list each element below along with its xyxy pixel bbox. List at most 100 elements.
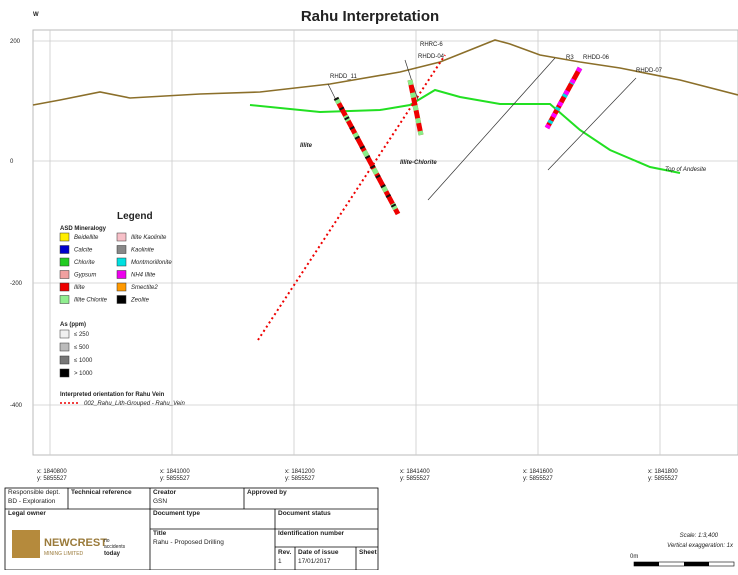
legend-item: Illite Chlorite: [74, 298, 108, 304]
title-block-text: Document type: [153, 510, 200, 517]
logo: NEWCREST: [44, 537, 107, 549]
grid: [33, 30, 738, 455]
title-block-text: Rev.: [278, 549, 291, 556]
title-block-text: Creator: [153, 489, 177, 496]
legend-item: Gypsum: [74, 273, 96, 279]
title-block-text: GSN: [153, 498, 167, 505]
title-block: [4, 487, 379, 571]
legend-item: ≤ 250: [74, 332, 90, 338]
drill-holes: [333, 66, 583, 216]
legend-swatch: [59, 295, 70, 304]
northing-label: y: 5855527: [648, 476, 678, 482]
logo-sub: MINING LIMITED: [44, 551, 84, 557]
hole-label: RHDD-07: [636, 68, 663, 74]
elevation-label: -400: [10, 403, 23, 409]
title-block-text: 1: [278, 558, 282, 565]
title-block-text: Sheet: [359, 549, 378, 556]
elevation-label: -200: [10, 281, 23, 287]
title-block-text: 17/01/2017: [298, 558, 331, 565]
title-block-text: Rahu - Proposed Drilling: [153, 539, 224, 546]
title-block-text: Identification number: [278, 530, 345, 537]
legend-item: Beidellite: [74, 235, 99, 241]
northing-label: y: 5855527: [160, 476, 190, 482]
scale: Vertical exaggeration: 1x: [667, 543, 734, 549]
hole-label: RHDD-06: [583, 55, 610, 61]
title: Rahu Interpretation: [301, 8, 439, 25]
legend-swatch: [116, 282, 127, 292]
title-block-text: Date of issue: [298, 549, 339, 556]
legend-heading: Interpreted orientation for Rahu Vein: [60, 392, 165, 398]
legend-item: Illite Kaolinite: [131, 235, 167, 241]
direction: W: [33, 12, 39, 18]
legend-swatch: [116, 232, 127, 242]
slogan: accidents: [104, 544, 126, 550]
legend-item: Kaolinite: [131, 248, 155, 254]
annotation: Illite: [300, 143, 313, 149]
northing-label: y: 5855527: [285, 476, 315, 482]
easting-label: x: 1841000: [160, 469, 190, 475]
legend-swatch: [59, 257, 70, 267]
legend-heading: As (ppm): [60, 322, 86, 328]
legend-swatch: [59, 355, 70, 365]
legend-item: Zeolite: [130, 298, 150, 304]
title-block-text: Technical reference: [71, 489, 132, 496]
legend-item: ≤ 1000: [74, 358, 93, 364]
northing-label: y: 5855527: [37, 476, 67, 482]
legend-swatch: [59, 245, 70, 254]
title-block-text: Responsible dept.: [8, 489, 60, 496]
legend-item: 002_Rahu_Lith-Grouped - Rahu_Vein: [84, 401, 186, 407]
legend-swatch: [59, 270, 70, 279]
hole-label: R3: [566, 55, 574, 61]
legend-swatch: [59, 368, 70, 378]
legend-swatch: [59, 282, 70, 292]
traces: [327, 57, 637, 201]
legend-item: Montmorillonite: [131, 260, 172, 266]
northing-label: y: 5855527: [523, 476, 553, 482]
title-block-text: BD - Exploration: [8, 498, 56, 505]
easting-label: x: 1841400: [400, 469, 430, 475]
legend-swatch: [116, 257, 127, 267]
legend-item: Calcite: [74, 248, 93, 254]
easting-label: x: 1841200: [285, 469, 315, 475]
logo-mark: [12, 530, 40, 558]
easting-label: x: 1841800: [648, 469, 678, 475]
scale: 0m: [630, 554, 638, 560]
title-block-text: Document status: [278, 510, 331, 517]
hole-label: RHDD-04: [418, 54, 445, 60]
legend-title: Legend: [117, 211, 153, 222]
legend-item: NH4 Illite: [131, 273, 156, 279]
legend-item: Illite: [74, 285, 85, 291]
legend-item: > 1000: [74, 371, 93, 377]
title-block-text: Legal owner: [8, 510, 46, 517]
elevation-label: 200: [10, 39, 21, 45]
legend-item: Chlorite: [74, 260, 95, 266]
hole-label: RHDD_11: [330, 74, 358, 80]
frame: [32, 29, 738, 456]
easting-label: x: 1840800: [37, 469, 67, 475]
easting-label: x: 1841600: [523, 469, 553, 475]
legend-swatch: [116, 270, 127, 279]
legend-heading: ASD Mineralogy: [60, 226, 107, 232]
legend-swatch: [116, 295, 127, 304]
scale-bar: [634, 562, 659, 566]
hole-labels: RHDD_11 RHRC-6 RHDD-04 R3 RHDD-06 RHDD-0…: [330, 42, 663, 80]
scale-bar: [684, 562, 709, 566]
legend-swatch: [116, 245, 127, 254]
legend-swatch: [59, 342, 70, 352]
northing-label: y: 5855527: [400, 476, 430, 482]
slogan: no: [104, 538, 110, 544]
topography: [32, 39, 738, 106]
hole-label: RHRC-6: [420, 42, 443, 48]
legend-item: Smectite2: [131, 285, 158, 291]
annotation: Illite-Chlorite: [400, 160, 437, 166]
title-block-text: Approved by: [247, 489, 287, 496]
legend-item: ≤ 500: [74, 345, 90, 351]
legend-swatch: [59, 232, 70, 242]
title-block-text: Title: [153, 530, 167, 537]
legend-swatch: [59, 329, 70, 339]
slogan: today: [104, 551, 121, 557]
elevation-label: 0: [10, 159, 14, 165]
andesite-contact: [249, 88, 681, 174]
vein: [257, 54, 446, 341]
